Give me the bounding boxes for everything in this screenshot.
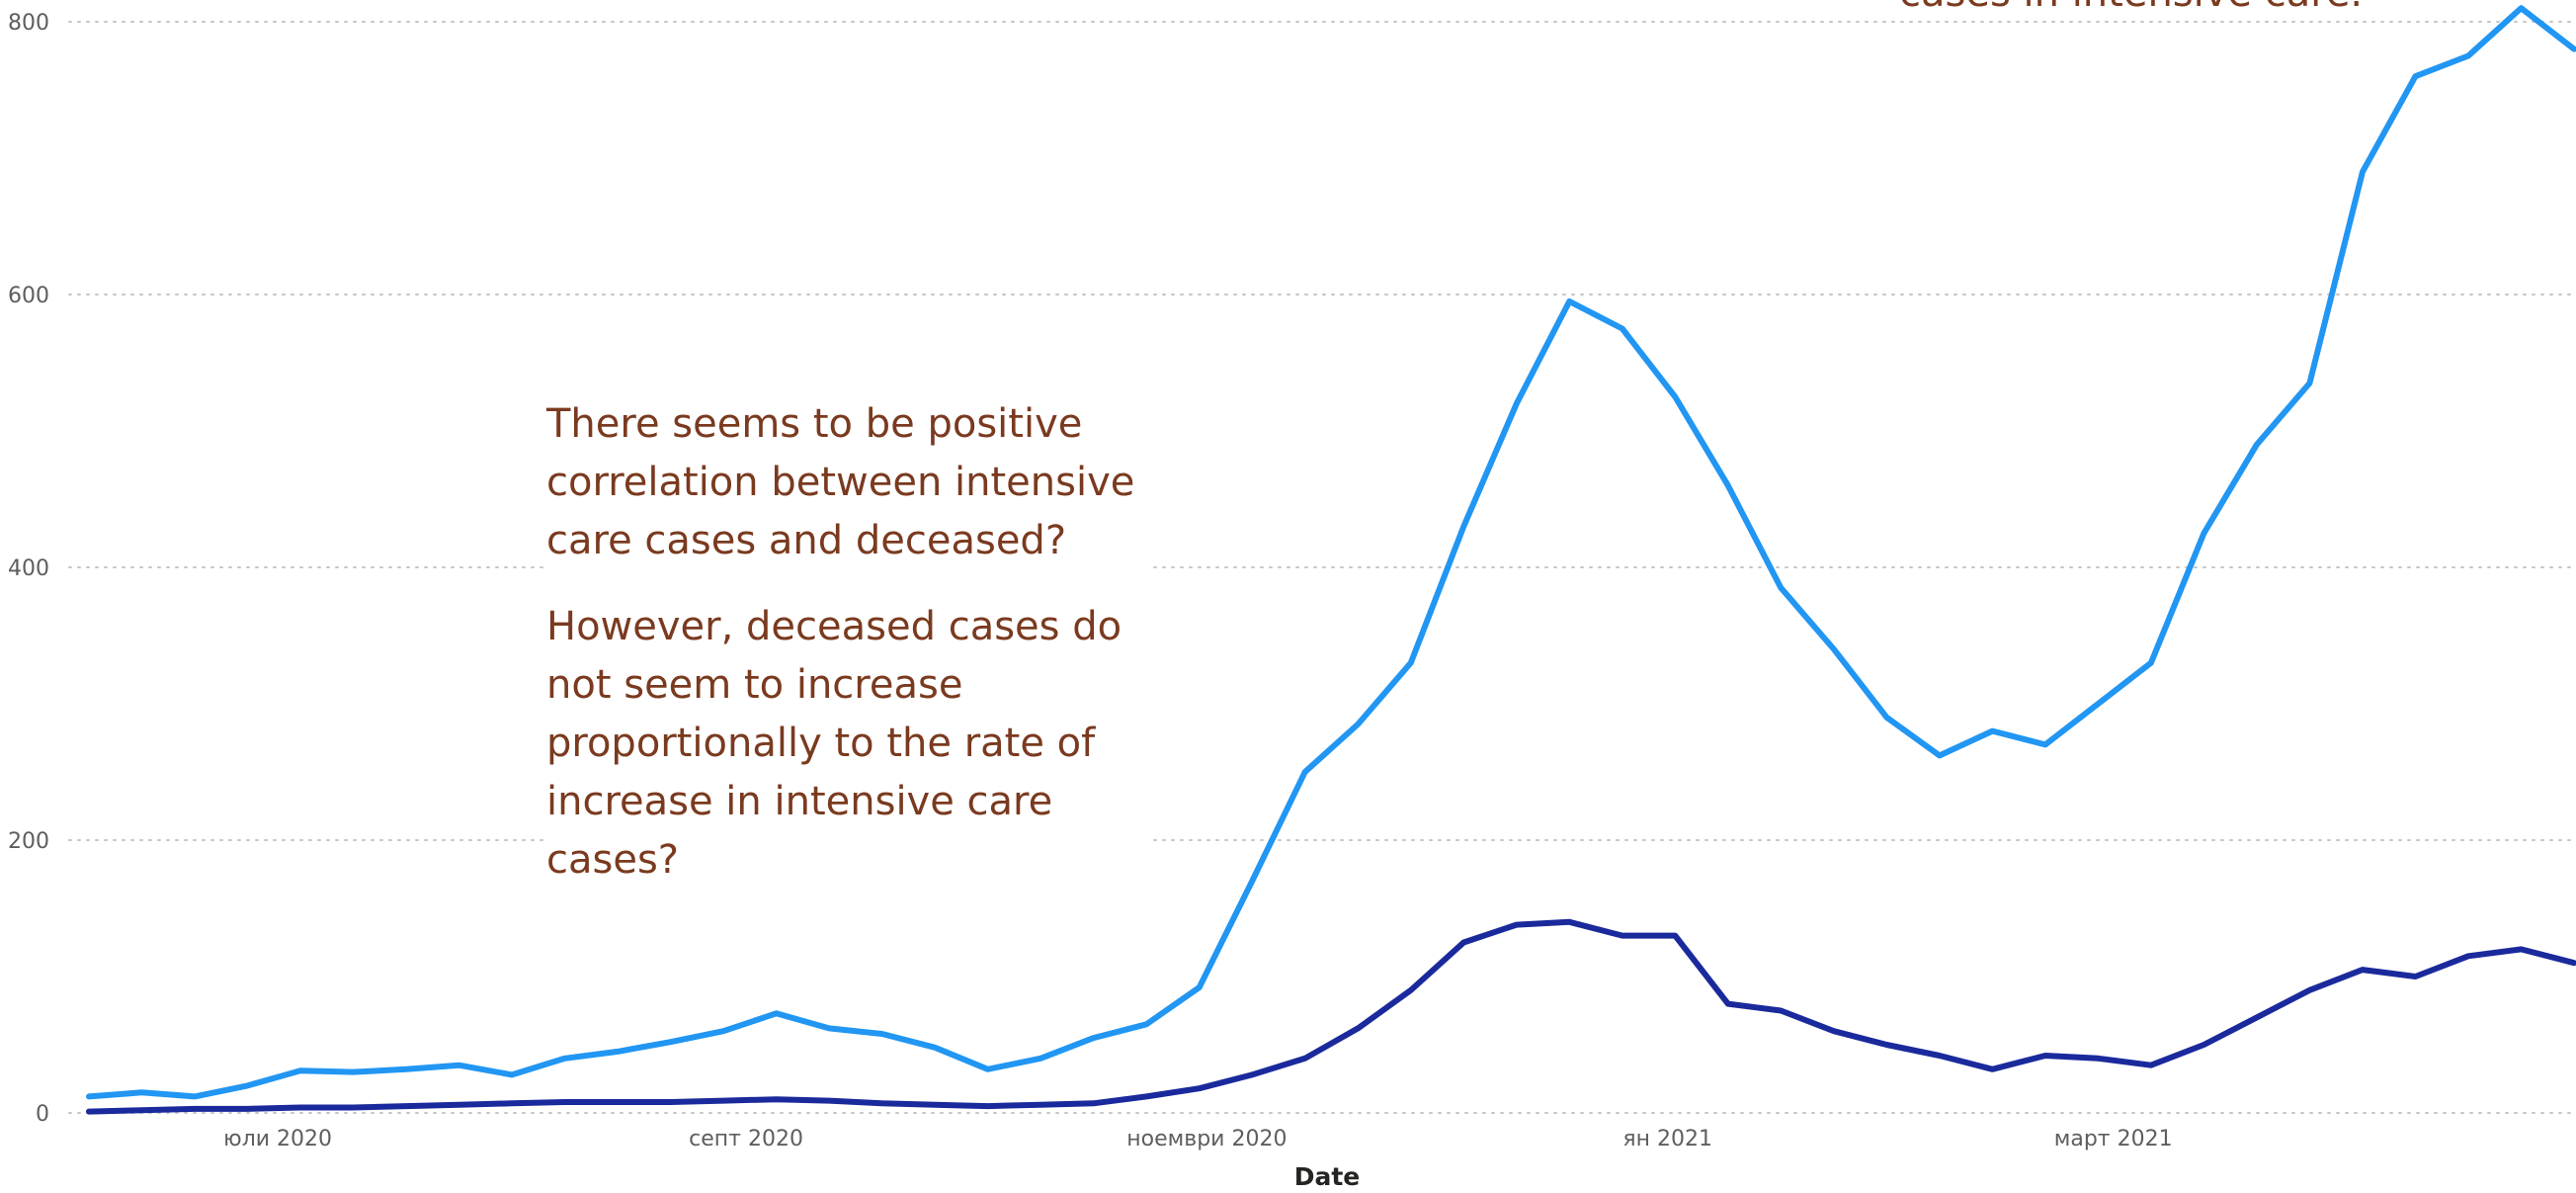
series-line-intensive_care [86, 5, 2576, 1100]
x-tick-label: ян 2021 [1622, 1127, 1712, 1151]
series-lines [86, 5, 2576, 1115]
y-tick-label: 800 [8, 11, 49, 36]
x-tick-label: юли 2020 [223, 1127, 332, 1151]
x-tick-label: ноември 2020 [1126, 1127, 1287, 1151]
annotation-paragraph-1: There seems to be positive correlation b… [546, 401, 1135, 563]
y-tick-label: 400 [8, 556, 49, 581]
annotation-top-textbox: cases in intensive care. [1899, 0, 2492, 23]
y-tick-label: 200 [8, 829, 49, 854]
series-line-deceased [86, 918, 2576, 1115]
x-axis-title: Date [1294, 1162, 1361, 1191]
x-tick-label: септ 2020 [689, 1127, 803, 1151]
y-axis-ticks: 0 200 400 600 800 [8, 11, 49, 1127]
y-tick-label: 600 [8, 284, 49, 308]
gridlines [68, 21, 2576, 1114]
annotation-textbox: There seems to be positive correlation b… [546, 395, 1149, 917]
x-axis-ticks: юли 2020 септ 2020 ноември 2020 ян 2021 март… [223, 1127, 2172, 1151]
x-tick-label: март 2021 [2054, 1127, 2173, 1151]
y-tick-label: 0 [36, 1102, 49, 1127]
annotation-paragraph-2: However, deceased cases do not seem to i… [546, 604, 1122, 883]
